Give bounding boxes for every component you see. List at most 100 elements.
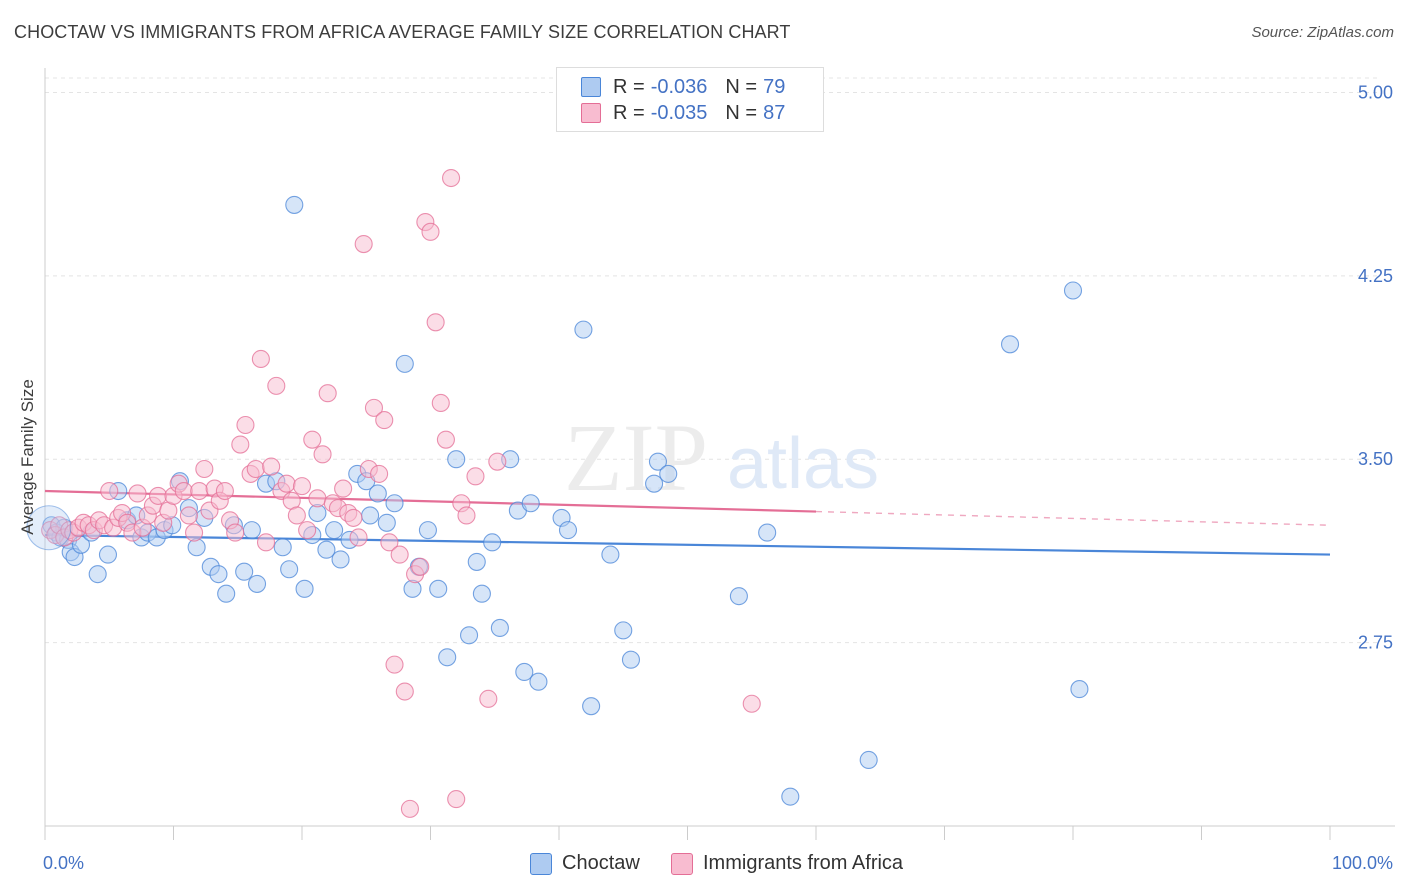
choctaw-point (429, 579, 448, 598)
choctaw-point (758, 523, 777, 542)
africa-point (375, 411, 394, 430)
legend-n-value-choctaw: 79 (763, 75, 786, 98)
choctaw-point (574, 320, 593, 339)
africa-point (385, 655, 404, 674)
legend-swatch-africa (581, 103, 601, 123)
choctaw-point (515, 662, 534, 682)
africa-point (298, 521, 317, 540)
choctaw-point (1070, 680, 1089, 699)
africa-point (262, 457, 281, 476)
africa-point (436, 430, 455, 449)
africa-point (251, 349, 270, 369)
africa-point (100, 481, 119, 501)
choctaw-point (317, 540, 336, 559)
choctaw-point (621, 650, 641, 669)
africa-point (390, 545, 409, 564)
series-label-choctaw: Choctaw (562, 852, 640, 874)
y-tick-label: 5.00 (1358, 82, 1393, 102)
legend-n-label: N = (725, 101, 758, 124)
africa-point (287, 506, 306, 525)
legend-r-value-africa: -0.035 (650, 101, 708, 124)
africa-point (349, 528, 368, 547)
y-tick-label: 4.25 (1358, 266, 1393, 286)
choctaw-point (273, 538, 292, 557)
africa-point (308, 489, 327, 508)
series-legend-africa[interactable]: Immigrants from Africa (671, 852, 903, 875)
legend-swatch-choctaw (581, 77, 601, 97)
choctaw-point (280, 560, 299, 579)
choctaw-point (472, 584, 491, 603)
choctaw-point (395, 354, 414, 373)
africa-point (303, 430, 322, 449)
africa-point (370, 464, 389, 483)
africa-point (488, 452, 507, 471)
legend-r-label: R = (613, 101, 645, 124)
choctaw-point (438, 648, 457, 667)
africa-point (174, 481, 193, 501)
choctaw-point (209, 565, 228, 584)
africa-point (292, 477, 312, 496)
series-legend-choctaw[interactable]: Choctaw (530, 852, 640, 875)
choctaw-point (1000, 335, 1020, 354)
choctaw-point (331, 550, 350, 569)
watermark-atlas: atlas (727, 424, 879, 504)
choctaw-point (377, 513, 396, 532)
choctaw-point (729, 587, 748, 606)
choctaw-point (447, 450, 466, 469)
choctaw-point (368, 484, 387, 503)
choctaw-point (88, 565, 107, 584)
africa-point (411, 557, 430, 576)
choctaw-point (614, 621, 633, 640)
africa-point (421, 222, 440, 241)
choctaw-point (467, 552, 486, 571)
africa-point (442, 168, 461, 188)
africa-point (231, 435, 250, 454)
axis-layer (44, 68, 1395, 840)
choctaw-point (295, 579, 314, 598)
choctaw-point (325, 521, 344, 540)
x-tick-label: 0.0% (43, 853, 84, 873)
choctaw-point (247, 574, 267, 593)
africa-point (318, 384, 337, 403)
choctaw-point (490, 618, 509, 637)
choctaw-point (521, 494, 540, 513)
africa-point (479, 689, 498, 708)
africa-point (267, 376, 286, 395)
legend-n-label: N = (725, 75, 758, 98)
africa-point (431, 393, 450, 413)
africa-point (185, 523, 204, 542)
watermark: ZIP atlas (564, 404, 879, 511)
labels-layer: 2.75 3.50 4.25 5.00 0.0% 100.0% Average Family… (18, 82, 1393, 873)
legend-n-value-africa: 87 (763, 101, 786, 124)
y-axis-title: Average Family Size (18, 379, 37, 535)
africa-trend-extension (815, 510, 1331, 526)
africa-point (313, 445, 332, 464)
y-tick-label: 3.50 (1358, 449, 1393, 469)
choctaw-point (242, 521, 261, 540)
choctaw-point (98, 545, 118, 564)
choctaw-point (403, 579, 422, 598)
series-swatch-choctaw (530, 852, 552, 875)
choctaw-point (601, 545, 620, 564)
series-swatch-africa (671, 852, 693, 875)
africa-point (364, 398, 384, 417)
africa-point (344, 508, 363, 527)
choctaw-point (1063, 281, 1083, 300)
choctaw-point (558, 521, 578, 540)
legend-r-label: R = (613, 75, 645, 98)
choctaw-point (459, 626, 479, 645)
y-tick-label: 2.75 (1358, 633, 1393, 653)
africa-point (457, 506, 476, 525)
africa-point (179, 506, 198, 525)
chart-title: CHOCTAW VS IMMIGRANTS FROM AFRICA AVERAG… (14, 22, 791, 42)
choctaw-point (582, 697, 601, 716)
choctaw-point (648, 452, 667, 471)
grid-layer (45, 77, 1380, 644)
choctaw-point (385, 494, 404, 513)
choctaw-point (187, 538, 206, 557)
africa-point (215, 481, 234, 501)
choctaw-point (418, 521, 437, 540)
x-tick-label: 100.0% (1332, 853, 1393, 873)
africa-point (447, 790, 466, 809)
